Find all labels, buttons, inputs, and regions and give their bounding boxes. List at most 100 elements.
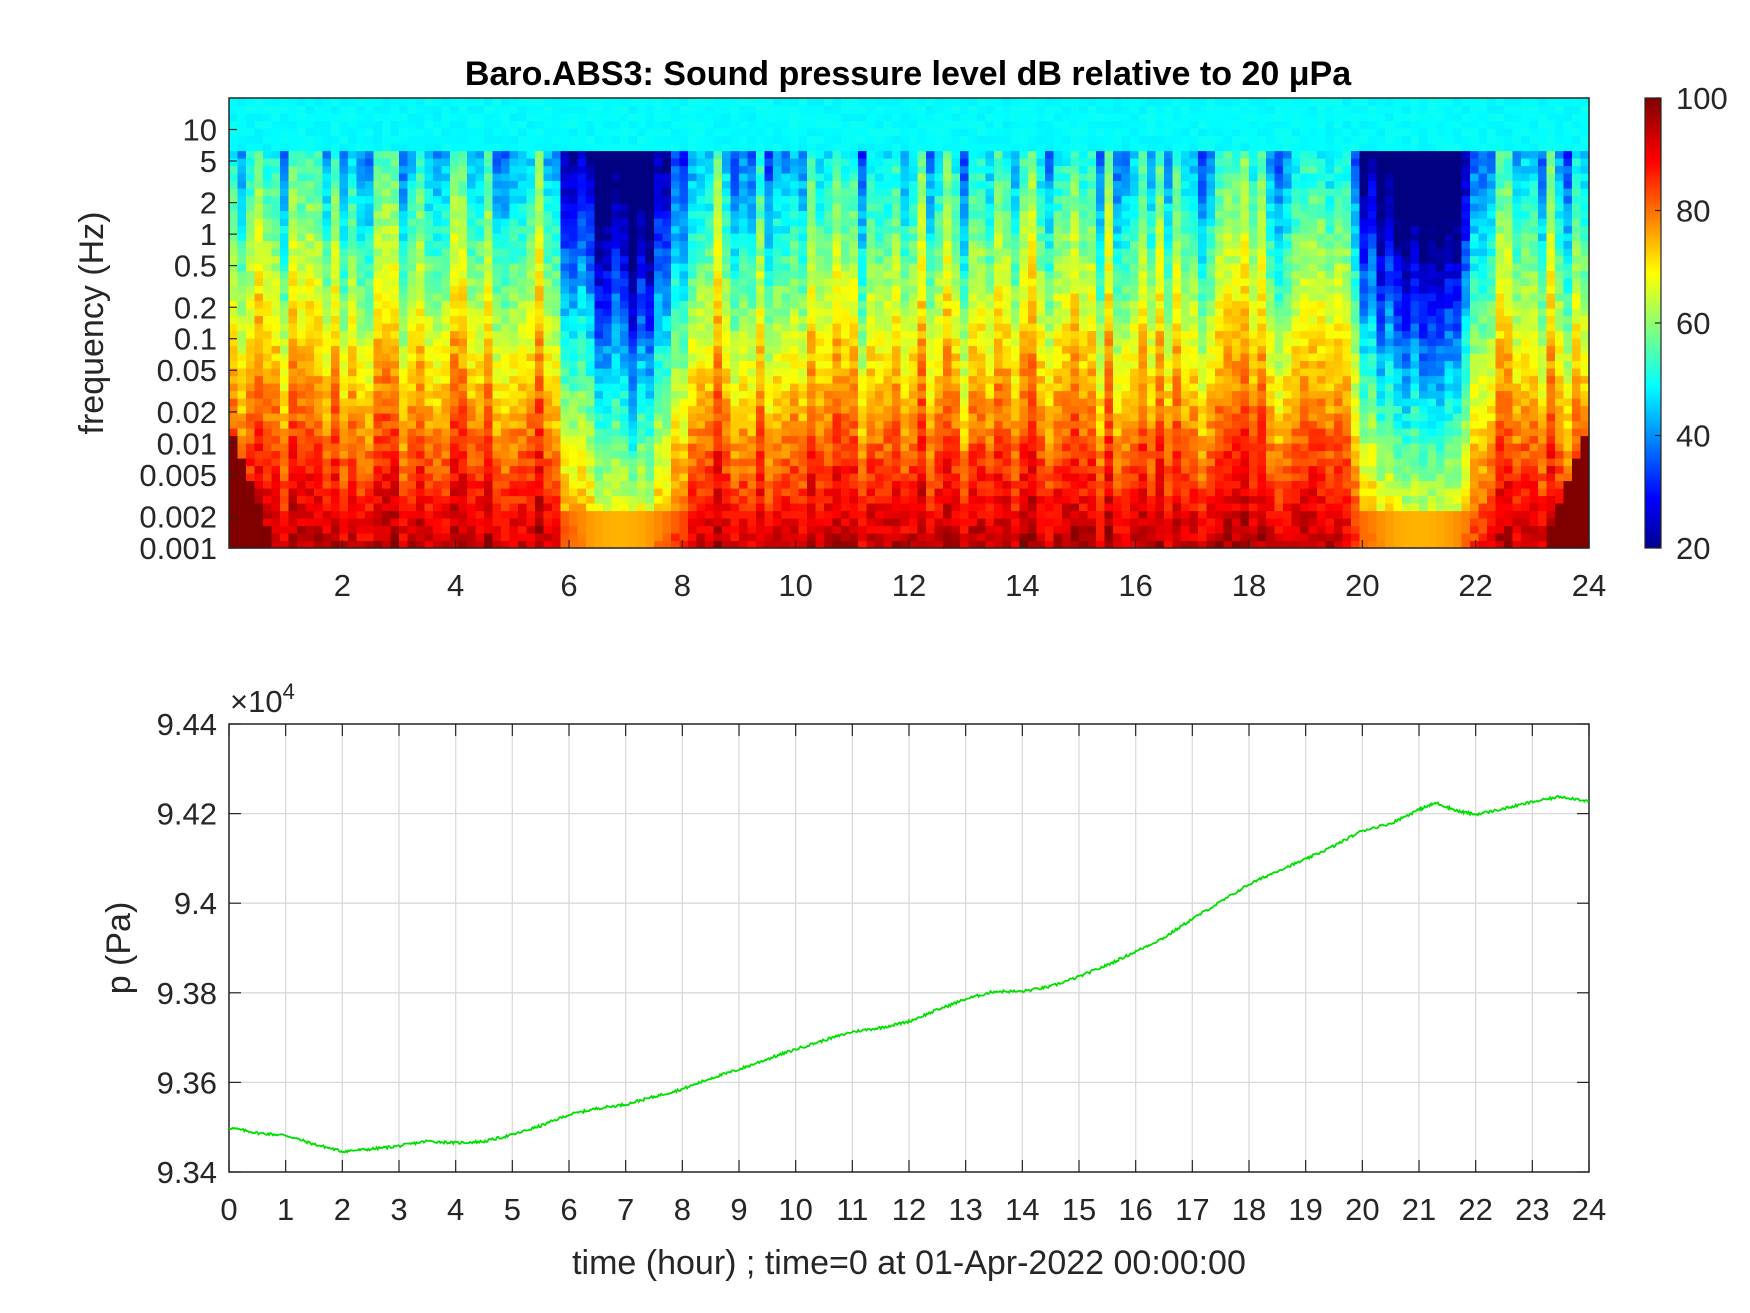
spectrogram-cell (917, 503, 927, 512)
spectrogram-cell (246, 240, 256, 249)
spectrogram-cell (237, 540, 247, 549)
spectrogram-cell (645, 533, 655, 542)
spectrogram-cell (577, 120, 587, 129)
spectrogram-cell (450, 158, 460, 167)
spectrogram-cell (543, 180, 553, 189)
spectrogram-cell (484, 143, 494, 152)
spectrogram-cell (696, 510, 706, 519)
spectrogram-cell (756, 360, 766, 369)
spectrogram-cell (569, 510, 579, 519)
spectrogram-cell (475, 285, 485, 294)
spectrogram-cell (858, 270, 868, 279)
spectrogram-cell (764, 300, 774, 309)
spectrogram-cell (407, 113, 417, 122)
spectrogram-cell (450, 293, 460, 302)
spectrogram-cell (373, 203, 383, 212)
spectrogram-cell (424, 188, 434, 197)
spectrogram-cell (407, 383, 417, 392)
spectrogram-cell (654, 383, 664, 392)
spectrogram-cell (773, 473, 783, 482)
spectrogram-cell (433, 143, 443, 152)
spectrogram-cell (892, 270, 902, 279)
spectrogram-cell (688, 128, 698, 137)
spectrogram-cell (654, 240, 664, 249)
spectrogram-cell (382, 540, 392, 549)
spectrogram-cell (764, 443, 774, 452)
spectrogram-cell (917, 458, 927, 467)
spectrogram-cell (390, 525, 400, 534)
spectrogram-cell (297, 428, 307, 437)
spectrogram-cell (764, 420, 774, 429)
spectrogram-cell (518, 240, 528, 249)
spectrogram-cell (492, 240, 502, 249)
spectrogram-cell (518, 375, 528, 384)
spectrogram-cell (917, 270, 927, 279)
spectrogram-cell (433, 225, 443, 234)
spectrogram-cell (526, 180, 536, 189)
spectrogram-cell (254, 203, 264, 212)
spectrogram-cell (671, 128, 681, 137)
spectrogram-cell (577, 165, 587, 174)
spectrogram-cell (271, 480, 281, 489)
spectrogram-cell (798, 210, 808, 219)
spectrogram-cell (246, 128, 256, 137)
spectrogram-cell (866, 495, 876, 504)
spectrogram-cell (535, 128, 545, 137)
spectrogram-cell (467, 503, 477, 512)
spectrogram-cell (603, 240, 613, 249)
spectrogram-cell (331, 218, 341, 227)
spectrogram-cell (246, 428, 256, 437)
spectrogram-cell (339, 398, 349, 407)
spectrogram-cell (713, 435, 723, 444)
spectrogram-cell (798, 405, 808, 414)
spectrogram-cell (424, 158, 434, 167)
spectrogram-cell (688, 510, 698, 519)
spectrogram-cell (526, 308, 536, 317)
spectrogram-cell (781, 518, 791, 527)
spectrogram-cell (509, 300, 519, 309)
spectrogram-cell (756, 173, 766, 182)
spectrogram-cell (628, 165, 638, 174)
spectrogram-cell (696, 473, 706, 482)
spectrogram-cell (909, 375, 919, 384)
spectrogram-cell (883, 195, 893, 204)
spectrogram-cell (305, 443, 315, 452)
spectrogram-cell (560, 458, 570, 467)
spectrogram-cell (552, 473, 562, 482)
spectrogram-cell (280, 480, 290, 489)
spectrogram-cell (382, 390, 392, 399)
spectrogram-cell (841, 278, 851, 287)
spectrogram-cell (620, 240, 630, 249)
spectrogram-cell (237, 428, 247, 437)
spectrogram-cell (815, 285, 825, 294)
spectrogram-cell (926, 390, 936, 399)
spectrogram-cell (492, 368, 502, 377)
spectrogram-cell (671, 405, 681, 414)
spectrogram-cell (356, 405, 366, 414)
spectrogram-cell (509, 120, 519, 129)
spectrogram-cell (722, 195, 732, 204)
spectrogram-cell (492, 150, 502, 159)
spectrogram-cell (917, 278, 927, 287)
spectrogram-cell (569, 308, 579, 317)
spectrogram-cell (331, 180, 341, 189)
spectrogram-cell (824, 143, 834, 152)
spectrogram-cell (637, 165, 647, 174)
spectrogram-cell (611, 533, 621, 542)
spectrogram-cell (671, 293, 681, 302)
spectrogram-cell (365, 270, 375, 279)
spectrogram-cell (450, 405, 460, 414)
spectrogram-cell (815, 525, 825, 534)
spectrogram-cell (586, 405, 596, 414)
spectrogram-cell (764, 195, 774, 204)
spectrogram-cell (637, 300, 647, 309)
spectrogram-cell (654, 143, 664, 152)
spectrogram-cell (509, 150, 519, 159)
spectrogram-cell (305, 330, 315, 339)
spectrogram-cell (382, 473, 392, 482)
spectrogram-cell (841, 293, 851, 302)
spectrogram-cell (662, 465, 672, 474)
spectrogram-cell (322, 413, 332, 422)
spectrogram-cell (620, 285, 630, 294)
spectrogram-cell (229, 368, 239, 377)
